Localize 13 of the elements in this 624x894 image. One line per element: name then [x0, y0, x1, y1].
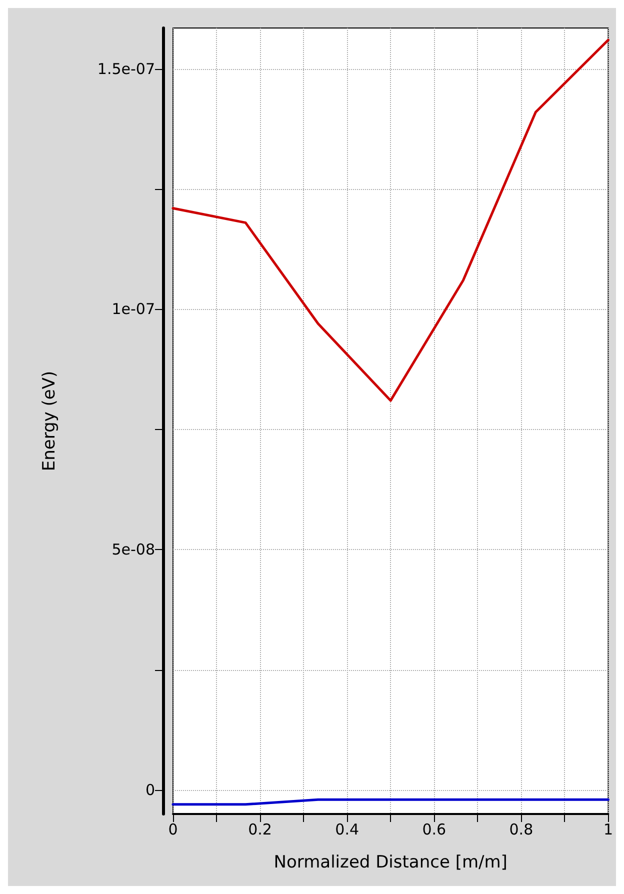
line-series [172, 38, 610, 402]
y-tick-label: 5e-08 [112, 540, 155, 559]
x-tick-label: 0.4 [335, 820, 360, 838]
y-axis-title: Energy (eV) [40, 370, 60, 472]
x-tick-label: 1 [603, 820, 613, 838]
y-tick-label: 1e-07 [112, 300, 155, 318]
y-tick-label: 0 [145, 780, 155, 799]
x-tick-label: 0 [168, 820, 178, 838]
x-tick-label: 0.2 [248, 820, 272, 838]
x-axis-title: Normalized Distance [m/m] [274, 852, 508, 872]
x-tick-label: 0.8 [509, 820, 534, 838]
x-tick-label: 0.6 [422, 820, 446, 838]
y-tick-label: 1.5e-07 [97, 60, 155, 78]
